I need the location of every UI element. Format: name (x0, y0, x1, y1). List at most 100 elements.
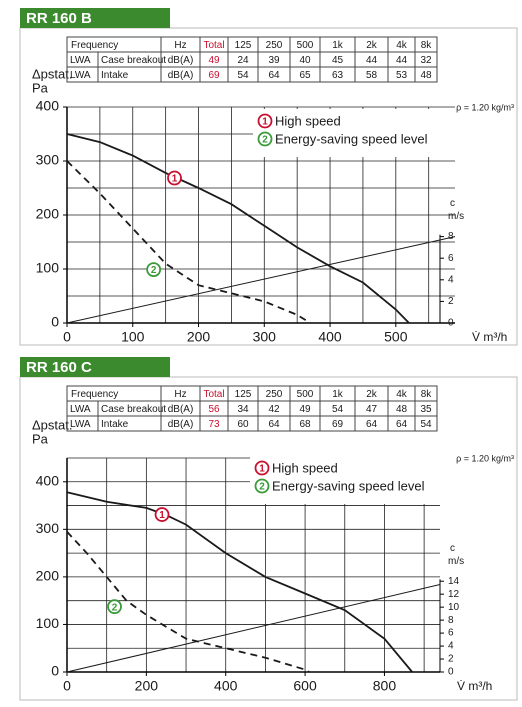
table-cell: LWA (70, 70, 91, 81)
marker-label: 1 (262, 117, 268, 128)
y-tick-label: 300 (36, 152, 60, 168)
velocity-line (66, 584, 441, 673)
y2-tick-label: 6 (448, 253, 454, 264)
y2-unit: m/s (448, 211, 464, 222)
marker-label: 2 (151, 265, 157, 276)
table-header: 125 (235, 389, 252, 400)
table-cell: 69 (332, 419, 344, 430)
marker-label: 1 (172, 174, 178, 185)
x-tick-label: 200 (135, 678, 159, 694)
marker-circle (257, 131, 273, 147)
table-cell: dB(A) (168, 419, 194, 430)
y2-tick-label: 14 (448, 576, 460, 587)
table-cell: 48 (420, 70, 432, 81)
marker-label: 2 (259, 482, 265, 493)
table-header: 250 (266, 389, 283, 400)
x-tick-label: 800 (373, 678, 397, 694)
table-cell: 49 (208, 55, 220, 66)
marker-label: 1 (259, 464, 265, 475)
table-cell: Intake (101, 70, 129, 81)
curve (66, 160, 311, 324)
table-cell: 48 (396, 404, 408, 415)
marker-circle (254, 460, 270, 476)
marker-circle (254, 478, 270, 494)
marker-label: 1 (159, 510, 165, 521)
legend-label: Energy-saving speed level (275, 131, 428, 146)
table-header: 2k (366, 389, 378, 400)
legend-bg (250, 456, 440, 504)
table-frame (66, 36, 438, 83)
y2-label: c (450, 543, 455, 554)
table-header: 500 (297, 40, 314, 51)
table-cell: 47 (366, 404, 378, 415)
table-cell: 54 (237, 70, 249, 81)
table-cell: Case breakout (101, 404, 166, 415)
table-cell: 73 (208, 419, 220, 430)
marker-circle (257, 113, 273, 129)
x-tick-label: 300 (253, 329, 277, 345)
legend-label: High speed (272, 460, 338, 475)
table-cell: 24 (237, 55, 249, 66)
table-header: 1k (332, 389, 344, 400)
table-header: Frequency (71, 389, 118, 400)
table-cell: LWA (70, 404, 91, 415)
y-tick-label: 300 (36, 520, 60, 536)
marker-label: 2 (112, 602, 118, 613)
table-cell: 64 (268, 419, 280, 430)
table-cell: 65 (299, 70, 311, 81)
x-tick-label: 600 (293, 678, 317, 694)
y2-tick-label: 2 (448, 296, 454, 307)
table-header: 500 (297, 389, 314, 400)
table-cell: 64 (268, 70, 280, 81)
table-cell: 35 (420, 404, 432, 415)
y-tick-label: 400 (36, 472, 60, 488)
x-tick-label: 400 (318, 329, 342, 345)
y-unit: Pa (32, 431, 49, 446)
table-cell: 44 (366, 55, 378, 66)
legend-bg (253, 109, 455, 157)
panel-frame (19, 376, 518, 701)
table-cell: 68 (299, 419, 311, 430)
table-header: 4k (396, 389, 408, 400)
curve (66, 491, 413, 673)
table-cell: 54 (332, 404, 344, 415)
y-tick-label: 200 (36, 206, 60, 222)
table-header: 125 (235, 40, 252, 51)
table-cell: LWA (70, 419, 91, 430)
table-cell: dB(A) (168, 55, 194, 66)
y2-tick-label: 8 (448, 231, 454, 242)
marker-label: 2 (262, 135, 268, 146)
table-cell: 45 (332, 55, 344, 66)
y2-tick-label: 4 (448, 641, 454, 652)
y-tick-label: 200 (36, 568, 60, 584)
y2-tick-label: 0 (448, 667, 454, 678)
panel-frame (19, 27, 518, 346)
table-cell: 49 (299, 404, 311, 415)
table-cell: 56 (208, 404, 220, 415)
annotation: ρ = 1.20 kg/m³ (456, 102, 514, 112)
table-cell: Intake (101, 419, 129, 430)
table-header: Total (203, 389, 224, 400)
table-header: 8k (421, 40, 433, 51)
table-cell: Case breakout (101, 55, 166, 66)
table-cell: dB(A) (168, 70, 194, 81)
table-header: 8k (421, 389, 433, 400)
table-cell: 58 (366, 70, 378, 81)
y-unit: Pa (32, 80, 49, 95)
table-header: 1k (332, 40, 344, 51)
marker-circle (107, 599, 122, 615)
y-label: Δpstat. (32, 66, 72, 81)
table-cell: 64 (366, 419, 378, 430)
curve (66, 133, 410, 324)
y2-unit: m/s (448, 556, 464, 567)
y2-tick-label: 8 (448, 615, 454, 626)
table-cell: 53 (396, 70, 408, 81)
table-cell: 32 (420, 55, 432, 66)
table-header: 4k (396, 40, 408, 51)
y-label: Δpstat. (32, 417, 72, 432)
curve (66, 531, 310, 673)
table-header: Total (203, 40, 224, 51)
table-header: Hz (174, 40, 186, 51)
y-tick-label: 100 (36, 615, 60, 631)
